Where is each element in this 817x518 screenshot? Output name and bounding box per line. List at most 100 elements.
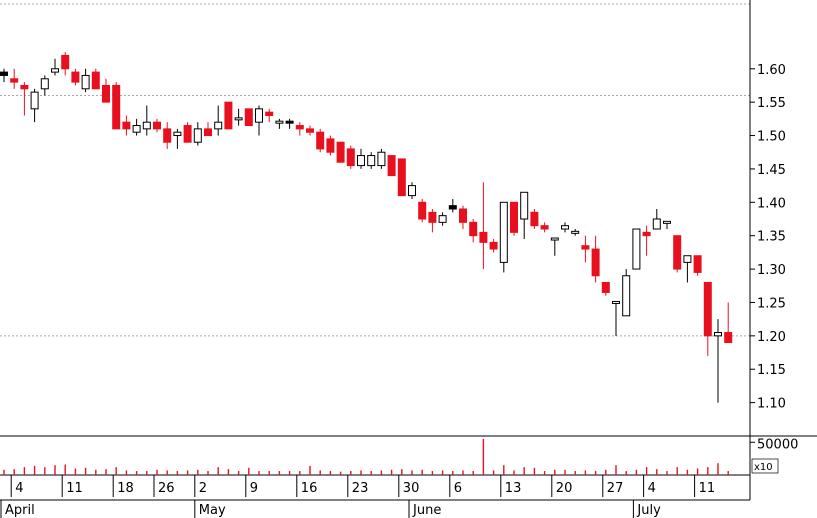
- x-tick-label: 26: [158, 481, 175, 496]
- x-tick-label: 16: [301, 481, 318, 496]
- volume-bars: [3, 439, 729, 475]
- candle-body: [591, 248, 600, 277]
- candle-body: [71, 71, 80, 83]
- y-tick-label: 1.40: [757, 196, 786, 211]
- candle-body: [489, 241, 498, 250]
- candle-body: [306, 128, 314, 133]
- candle-body: [275, 120, 284, 124]
- candle-body: [40, 78, 49, 90]
- candle-body: [132, 125, 141, 133]
- candle-body: [642, 231, 651, 237]
- month-label: April: [5, 503, 35, 518]
- candle-body: [173, 131, 182, 137]
- y-tick-label: 1.25: [757, 296, 786, 311]
- candle-body: [510, 201, 518, 233]
- x-tick-label: 18: [117, 481, 134, 496]
- candle-body: [163, 128, 172, 143]
- candle-body: [122, 121, 131, 130]
- candle-body: [459, 208, 467, 223]
- x-tick-label: 9: [250, 481, 258, 496]
- axis-labels: 1.10 1.15 1.20 1.25 1.30 1.35 1.40 1.45 1.50 1.55…: [5, 63, 798, 518]
- candle-body: [703, 281, 712, 337]
- volume-tick-label: 50000: [757, 437, 798, 452]
- candle-body: [193, 128, 202, 143]
- candle-body: [224, 101, 233, 130]
- candle-body: [0, 71, 8, 76]
- y-tick-label: 1.30: [757, 263, 786, 278]
- candle-body: [438, 215, 447, 223]
- candle-body: [326, 138, 335, 153]
- candle-body: [683, 255, 692, 263]
- candle-body: [540, 225, 549, 230]
- candle-body: [91, 71, 100, 90]
- candle-body: [632, 228, 641, 270]
- candle-body: [244, 108, 253, 127]
- candle-body: [265, 111, 274, 117]
- candle-body: [346, 148, 355, 167]
- candle-body: [112, 84, 121, 130]
- candle-body: [622, 275, 631, 317]
- candle-body: [601, 281, 610, 293]
- y-tick-label: 1.35: [757, 230, 786, 245]
- x-tick-label: 11: [699, 481, 716, 496]
- x-tick-label: 23: [352, 481, 369, 496]
- candle-body: [316, 131, 325, 150]
- x-tick-label: 27: [607, 481, 624, 496]
- candle-body: [61, 54, 70, 70]
- candle-body: [499, 201, 508, 263]
- candle-body: [418, 201, 427, 220]
- candle-body: [81, 74, 90, 90]
- candle-body: [30, 91, 39, 110]
- y-tick-label: 1.60: [757, 63, 786, 78]
- candle-body: [397, 158, 406, 197]
- candle-body: [571, 230, 580, 234]
- x-tick-label: 11: [66, 481, 83, 496]
- x-tick-label: 4: [648, 481, 656, 496]
- candle-body: [285, 120, 294, 124]
- candle-body: [693, 255, 702, 273]
- candle-body: [561, 225, 569, 230]
- candle-body: [448, 205, 457, 210]
- x-tick-label: 2: [199, 481, 207, 496]
- month-label: June: [412, 503, 441, 518]
- candle-body: [652, 218, 661, 230]
- month-label: July: [636, 503, 661, 518]
- multiplier-box: [751, 458, 779, 474]
- candle-body: [479, 231, 488, 243]
- candles: [0, 52, 733, 403]
- x-tick-label: 4: [15, 481, 23, 496]
- candle-body: [724, 332, 733, 344]
- x-tick-label: 13: [505, 481, 522, 496]
- candle-body: [142, 121, 151, 130]
- candle-body: [51, 68, 59, 73]
- x-tick-label: 6: [454, 481, 462, 496]
- y-tick-label: 1.10: [757, 397, 786, 412]
- candle-body: [183, 125, 192, 143]
- candle-body: [153, 121, 161, 130]
- candle-body: [387, 155, 396, 177]
- candle-body: [234, 117, 243, 121]
- candle-body: [408, 185, 416, 197]
- y-tick-label: 1.55: [757, 96, 786, 111]
- candle-body: [20, 84, 29, 90]
- candle-body: [367, 155, 376, 167]
- volume-multiplier-label: x10: [754, 462, 773, 473]
- candle-body: [663, 220, 671, 224]
- candle-body: [428, 211, 437, 223]
- candle-body: [673, 235, 682, 270]
- candle-body: [377, 151, 386, 167]
- candle-body: [612, 300, 620, 304]
- candle-body: [10, 78, 19, 83]
- y-tick-label: 1.50: [757, 130, 786, 145]
- candle-body: [581, 245, 590, 250]
- y-tick-label: 1.15: [757, 363, 786, 378]
- month-label: May: [199, 503, 226, 518]
- y-tick-label: 1.45: [757, 163, 786, 178]
- candle-body: [550, 237, 559, 241]
- candle-body: [469, 221, 478, 237]
- candle-body: [357, 155, 365, 167]
- candle-body: [214, 121, 223, 130]
- candle-body: [255, 108, 263, 123]
